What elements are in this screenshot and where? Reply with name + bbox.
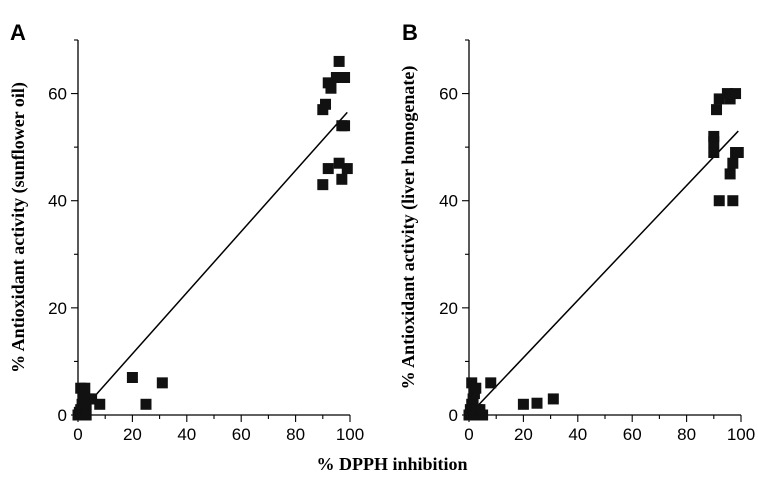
- data-point: [330, 72, 342, 83]
- data-point: [727, 195, 739, 207]
- x-tick-label: 60: [623, 425, 642, 444]
- y-axis-label: % Antioxidant activity (liver homogenate…: [398, 66, 419, 390]
- data-point: [724, 168, 736, 180]
- panel-a: A 0 20 40 60 80 100 0 20 40 60 % Antioxidant activi…: [8, 20, 364, 444]
- y-tick-label: 40: [439, 192, 458, 211]
- y-axis-label: % Antioxidant activity (sunflower oil): [8, 82, 29, 373]
- data-point: [727, 157, 739, 169]
- y-tick-label: 60: [48, 85, 67, 104]
- data-point: [80, 409, 92, 421]
- x-tick-label: 40: [568, 425, 587, 444]
- data-point: [477, 409, 489, 421]
- data-point: [713, 195, 725, 207]
- shared-x-axis-label: % DPPH inhibition: [316, 454, 467, 474]
- y-tick-label: 20: [48, 299, 67, 318]
- data-point: [339, 120, 351, 132]
- data-point: [325, 82, 337, 94]
- data-point: [156, 377, 168, 389]
- data-point: [336, 173, 348, 185]
- x-tick-label: 80: [677, 425, 696, 444]
- data-point: [94, 398, 106, 410]
- x-tick-label: 0: [73, 425, 82, 444]
- data-point: [79, 382, 91, 394]
- data-point: [339, 72, 351, 83]
- data-point: [531, 397, 543, 409]
- x-tick-label: 80: [286, 425, 305, 444]
- data-point: [517, 398, 529, 410]
- data-point: [126, 372, 138, 383]
- y-tick-label: 0: [449, 406, 458, 425]
- data-point: [730, 88, 742, 100]
- y-tick-label: 20: [439, 299, 458, 318]
- panel-letter: B: [402, 20, 418, 45]
- y-tick-label: 40: [48, 192, 67, 211]
- data-point: [547, 393, 559, 405]
- panel-b: B 0 20 40 60 80 100 0 20 40 60 % Antioxidant activi…: [398, 20, 755, 444]
- data-point: [86, 393, 98, 405]
- x-tick-label: 40: [177, 425, 196, 444]
- data-point: [322, 163, 334, 175]
- data-point: [320, 98, 332, 110]
- x-tick-label: 60: [232, 425, 251, 444]
- x-tick-label: 20: [123, 425, 142, 444]
- data-point: [333, 157, 345, 169]
- data-point: [470, 382, 482, 394]
- data-point: [708, 147, 720, 158]
- x-tick-label: 100: [336, 425, 364, 444]
- data-point: [333, 55, 345, 67]
- regression-line: [468, 130, 739, 416]
- data-point: [713, 93, 725, 105]
- x-tick-label: 0: [464, 425, 473, 444]
- data-point: [341, 163, 353, 175]
- panel-letter: A: [10, 20, 26, 45]
- regression-line: [77, 111, 348, 416]
- data-point: [485, 377, 497, 389]
- data-point: [317, 179, 329, 191]
- x-tick-label: 20: [514, 425, 533, 444]
- y-tick-label: 60: [439, 85, 458, 104]
- x-tick-label: 100: [727, 425, 755, 444]
- data-point: [140, 398, 152, 410]
- data-point: [711, 104, 723, 116]
- data-point: [732, 147, 744, 158]
- y-tick-label: 0: [58, 406, 67, 425]
- data-point: [708, 130, 720, 142]
